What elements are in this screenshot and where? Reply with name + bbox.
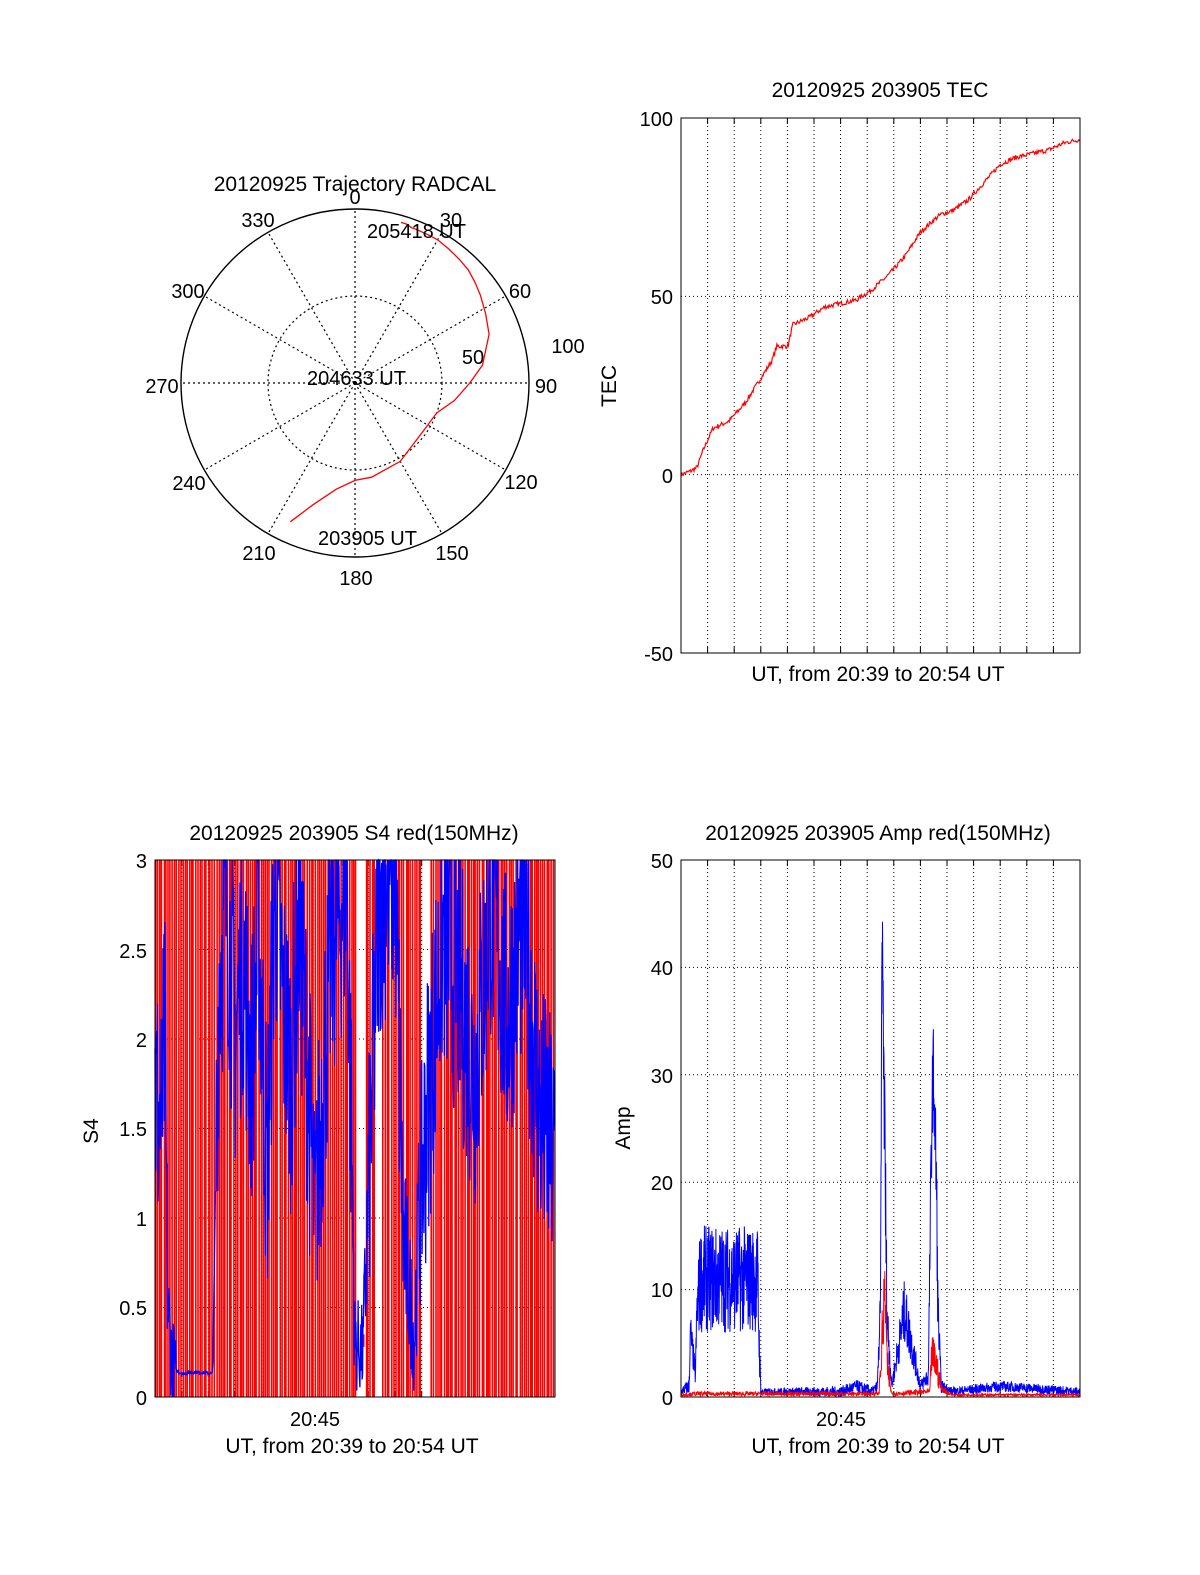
- tec-title: 20120925 203905 TEC: [772, 79, 989, 102]
- amp-panel: 20120925 203905 Amp red(150MHz) 50 40 30…: [612, 822, 1081, 1458]
- amp-red-series-line: [680, 1271, 1081, 1398]
- tec-plot-frame: [680, 117, 1081, 654]
- s4-title: 20120925 203905 S4 red(150MHz): [189, 822, 518, 845]
- s4-xtick-2045: 20:45: [290, 1409, 340, 1431]
- radial-label-50: 50: [462, 347, 484, 369]
- trajectory-end-label: 205418 UT: [367, 221, 466, 243]
- polar-spoke-30: [354, 232, 443, 384]
- polar-outer-circle: [180, 208, 530, 558]
- s4-plot-frame: [154, 859, 556, 1398]
- tec-y-axis-label: TEC: [598, 365, 621, 407]
- polar-spoke-240: [204, 382, 356, 471]
- amp-y-axis-label: Amp: [612, 1106, 635, 1149]
- tec-panel: 20120925 203905 TEC 100 50 0 -50 TEC UT,…: [598, 79, 1081, 686]
- amp-ytick-20: 20: [651, 1173, 673, 1195]
- s4-panel: 20120925 203905 S4 red(150MHz) 3 2.5 2 1…: [80, 822, 556, 1458]
- tec-series-line: [680, 138, 1081, 478]
- azimuth-label-60: 60: [509, 281, 531, 303]
- amp-ytick-40: 40: [651, 958, 673, 980]
- azimuth-label-210: 210: [242, 543, 275, 565]
- amp-x-axis-label: UT, from 20:39 to 20:54 UT: [751, 1435, 1004, 1458]
- azimuth-label-300: 300: [171, 281, 204, 303]
- s4-ytick-3: 3: [136, 851, 147, 873]
- amp-ytick-50: 50: [651, 851, 673, 873]
- s4-blue-series-line: [154, 858, 556, 1398]
- polar-spoke-120: [354, 382, 506, 471]
- trajectory-series-line: [289, 221, 490, 523]
- amp-title: 20120925 203905 Amp red(150MHz): [705, 822, 1051, 845]
- s4-ytick-2.5: 2.5: [119, 941, 147, 963]
- trajectory-title: 20120925 Trajectory RADCAL: [214, 173, 497, 196]
- amp-xtick-2045: 20:45: [816, 1409, 866, 1431]
- azimuth-label-120: 120: [504, 472, 537, 494]
- tec-grid: [681, 118, 1080, 653]
- polar-spoke-300: [204, 295, 356, 384]
- polar-spoke-330: [267, 232, 356, 384]
- azimuth-label-30: 30: [440, 210, 462, 232]
- polar-spoke-60: [354, 295, 506, 384]
- s4-y-axis-label: S4: [80, 1118, 103, 1144]
- s4-ytick-1: 1: [136, 1209, 147, 1231]
- azimuth-label-90: 90: [535, 376, 557, 398]
- tec-ytick-neg50: -50: [644, 644, 673, 666]
- azimuth-label-270: 270: [145, 376, 178, 398]
- polar-spoke-150: [354, 382, 443, 534]
- amp-ytick-30: 30: [651, 1066, 673, 1088]
- s4-ytick-0: 0: [136, 1388, 147, 1410]
- azimuth-label-240: 240: [172, 473, 205, 495]
- trajectory-mid-label: 204633 UT: [307, 368, 406, 390]
- tec-ytick-100: 100: [640, 109, 673, 131]
- amp-grid: [681, 860, 1080, 1397]
- tec-ytick-0: 0: [662, 466, 673, 488]
- tec-x-axis-label: UT, from 20:39 to 20:54 UT: [751, 663, 1004, 686]
- tec-ytick-50: 50: [651, 287, 673, 309]
- amp-plot-frame: [680, 859, 1081, 1398]
- s4-ytick-0.5: 0.5: [119, 1298, 147, 1320]
- trajectory-panel: 20120925 Trajectory RADCAL 0 30 60 90 12…: [145, 173, 584, 590]
- s4-x-axis-label: UT, from 20:39 to 20:54 UT: [225, 1435, 478, 1458]
- azimuth-label-180: 180: [339, 568, 372, 590]
- amp-ytick-10: 10: [651, 1280, 673, 1302]
- amp-ytick-0: 0: [662, 1388, 673, 1410]
- azimuth-label-0: 0: [349, 187, 360, 209]
- s4-ytick-1.5: 1.5: [119, 1119, 147, 1141]
- trajectory-start-label: 203905 UT: [318, 528, 417, 550]
- polar-spoke-210: [267, 382, 356, 534]
- radial-label-100: 100: [551, 336, 584, 358]
- polar-grid: [180, 208, 530, 558]
- azimuth-label-150: 150: [435, 543, 468, 565]
- azimuth-label-330: 330: [241, 210, 274, 232]
- amp-blue-series-line: [680, 921, 1081, 1399]
- s4-ytick-2: 2: [136, 1030, 147, 1052]
